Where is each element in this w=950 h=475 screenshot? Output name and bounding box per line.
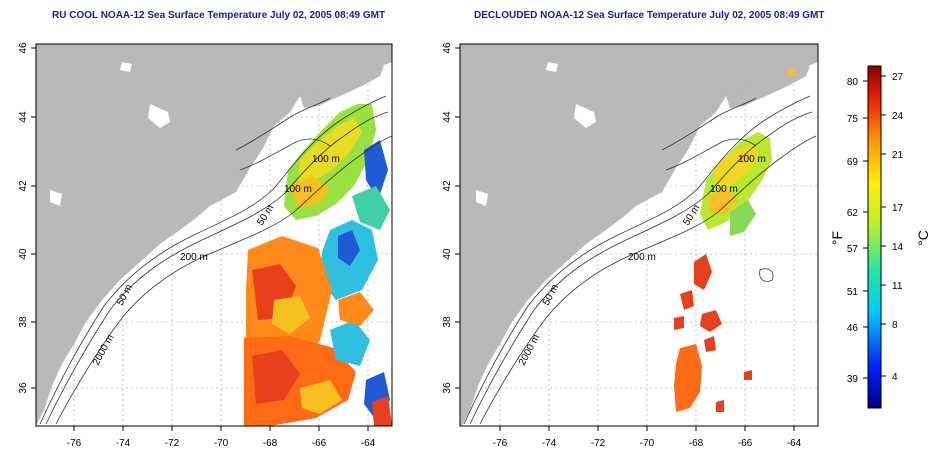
- right-sst-swath: [674, 68, 796, 412]
- lon-tick-label: -76: [493, 438, 508, 449]
- colorbar: 80 75 69 62 57 51 46 39 27 24 21 17 14 1…: [829, 65, 931, 409]
- celsius-unit-label: °C: [915, 230, 931, 246]
- celsius-tick-label: 27: [892, 72, 904, 83]
- celsius-tick-label: 11: [892, 281, 903, 292]
- celsius-tick-label: 8: [892, 320, 898, 331]
- celsius-tick-label: 24: [892, 111, 904, 122]
- celsius-tick-label: 14: [892, 242, 904, 253]
- right-map-title: DECLOUDED NOAA-12 Sea Surface Temperatur…: [474, 10, 825, 21]
- lat-tick-label: 40: [18, 248, 29, 260]
- lat-tick-label: 44: [18, 111, 29, 123]
- right-contour-label: 100 m: [710, 184, 738, 195]
- right-contour-label: 50 m: [681, 203, 702, 228]
- right-land: [460, 44, 818, 426]
- fahrenheit-tick-labels: 80 75 69 62 57 51 46 39: [847, 77, 859, 385]
- right-contour-label: 100 m: [738, 154, 766, 165]
- celsius-tick-label: 4: [892, 372, 898, 383]
- left-contour-label: 100 m: [312, 154, 340, 165]
- celsius-tick-labels: 27 24 21 17 14 11 8 4: [892, 72, 904, 383]
- lon-tick-label: -74: [542, 438, 557, 449]
- left-contour-label: 100 m: [284, 184, 312, 195]
- fahrenheit-tick-label: 69: [847, 157, 859, 168]
- left-nova-scotia: [300, 66, 384, 108]
- lon-tick-label: -70: [214, 438, 229, 449]
- fahrenheit-tick-label: 51: [847, 287, 859, 298]
- lon-tick-label: -64: [361, 438, 376, 449]
- lat-tick-label: 38: [442, 316, 453, 328]
- left-land: [36, 44, 392, 426]
- fahrenheit-unit-label: °F: [829, 231, 845, 245]
- right-contour-label: 50 m: [541, 283, 561, 308]
- left-map-frame: [35, 43, 393, 427]
- lon-tick-label: -74: [116, 438, 131, 449]
- left-lat-tick-labels: 36 38 40 42 44 46: [18, 42, 29, 394]
- left-contour-label: 2000 m: [91, 333, 116, 368]
- celsius-tick-label: 17: [892, 203, 904, 214]
- right-lon-tick-labels: -76 -74 -72 -70 -68 -66 -64: [493, 438, 802, 449]
- lat-tick-label: 38: [18, 316, 29, 328]
- lat-tick-label: 42: [18, 180, 29, 192]
- left-map-title: RU COOL NOAA-12 Sea Surface Temperature …: [52, 10, 386, 21]
- fahrenheit-tick-label: 46: [847, 323, 859, 334]
- lon-tick-label: -68: [689, 438, 704, 449]
- celsius-tick-label: 21: [892, 150, 904, 161]
- lat-tick-label: 40: [442, 248, 453, 260]
- lon-tick-label: -72: [591, 438, 606, 449]
- lat-tick-label: 36: [18, 382, 29, 394]
- fahrenheit-tick-label: 39: [847, 374, 859, 385]
- right-lat-tick-labels: 36 38 40 42 44 46: [442, 42, 453, 394]
- left-contour-label: 50 m: [255, 203, 276, 228]
- lat-tick-label: 46: [442, 42, 453, 54]
- lon-tick-label: -72: [165, 438, 180, 449]
- lon-tick-label: -70: [640, 438, 655, 449]
- fahrenheit-tick-label: 80: [847, 77, 859, 88]
- left-contour-label: 200 m: [180, 252, 208, 263]
- lon-tick-label: -68: [263, 438, 278, 449]
- fahrenheit-tick-label: 62: [847, 208, 859, 219]
- right-map-panel: 100 m 100 m 50 m 200 m 50 m 2000 m -76 -…: [442, 42, 819, 449]
- lon-tick-label: -66: [312, 438, 327, 449]
- left-map-panel: 100 m 100 m 50 m 200 m 50 m 2000 m -76 -…: [18, 42, 393, 449]
- fahrenheit-tick-label: 57: [847, 244, 859, 255]
- lon-tick-label: -76: [67, 438, 82, 449]
- left-sst-swath: [244, 104, 392, 426]
- lat-tick-label: 36: [442, 382, 453, 394]
- lat-tick-label: 44: [442, 111, 453, 123]
- left-lon-tick-labels: -76 -74 -72 -70 -68 -66 -64: [67, 438, 376, 449]
- left-contours: [39, 95, 392, 425]
- colorbar-ticks: [863, 75, 886, 379]
- lon-tick-label: -66: [738, 438, 753, 449]
- right-contour-label: 200 m: [628, 252, 656, 263]
- lat-tick-label: 42: [442, 180, 453, 192]
- right-map-frame: [459, 43, 819, 427]
- left-contour-label: 50 m: [115, 283, 135, 308]
- right-contours: [463, 95, 817, 425]
- fahrenheit-tick-label: 75: [847, 114, 859, 125]
- colorbar-gradient: [867, 65, 882, 409]
- right-nova-scotia: [726, 66, 810, 108]
- lat-tick-label: 46: [18, 42, 29, 54]
- lon-tick-label: -64: [787, 438, 802, 449]
- right-contour-label: 2000 m: [517, 333, 542, 368]
